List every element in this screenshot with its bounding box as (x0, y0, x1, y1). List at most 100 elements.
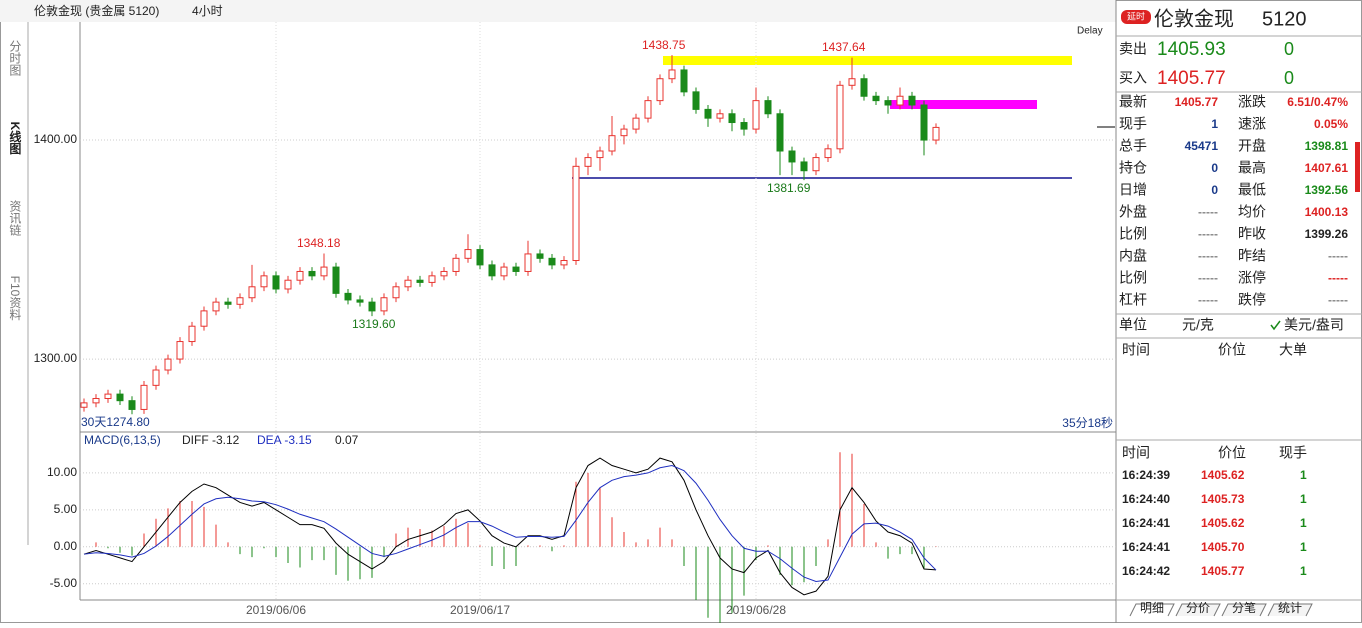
candle-body (836, 84, 844, 150)
candle-body (656, 78, 664, 102)
candle-body (548, 257, 556, 266)
stat-value: ----- (1198, 293, 1218, 307)
col-header: 大单 (1279, 342, 1307, 358)
unit-option[interactable]: 元/克 (1182, 317, 1214, 333)
trade-volume: 1 (1300, 468, 1307, 482)
candle-body (776, 113, 784, 152)
buy-volume: 0 (1284, 68, 1294, 88)
quote-name: 伦敦金现 (1154, 7, 1234, 30)
trade-time: 16:24:40 (1122, 492, 1170, 506)
sell-price: 1405.93 (1157, 39, 1226, 60)
macd-diff-line (83, 457, 937, 596)
stat-value: ----- (1328, 271, 1348, 285)
side-tab[interactable]: F10资料 (8, 276, 22, 321)
candle-body (248, 286, 256, 299)
candle-body (884, 100, 892, 106)
candle-body (380, 297, 388, 312)
candle-body (620, 128, 628, 137)
x-tick-label: 2019/06/06 (246, 603, 306, 617)
side-tab[interactable]: K线图 (8, 122, 22, 155)
candle-body (344, 292, 352, 301)
bottom-tab[interactable]: 明细 (1140, 601, 1164, 615)
trade-price: 1405.70 (1201, 540, 1245, 554)
candle-body (332, 266, 340, 294)
annotation: 1438.75 (642, 38, 686, 52)
tab-shape (1175, 603, 1221, 617)
stat-label: 涨停 (1238, 270, 1266, 286)
candle-body (860, 78, 868, 97)
candle-body (920, 104, 928, 141)
stat-value: ----- (1198, 271, 1218, 285)
y-tick-label: 1300.00 (34, 351, 78, 365)
candle-body (428, 275, 436, 283)
side-tabs: 分时图 K线图 资讯链 F10资料 (8, 40, 22, 321)
candle-body (788, 150, 796, 163)
annotation: 30天1274.80 (81, 415, 150, 429)
stat-label: 最新 (1119, 94, 1147, 110)
indicator-diff: DIFF -3.12 (182, 433, 240, 447)
y-tick-label: 10.00 (47, 465, 77, 479)
tab-shape (1267, 603, 1313, 617)
stat-label: 昨结 (1238, 248, 1266, 264)
col-header: 价位 (1218, 342, 1246, 358)
candle-body (824, 148, 832, 159)
stat-label: 速涨 (1238, 116, 1266, 132)
title: 伦敦金现 (贵金属 5120) (34, 3, 159, 18)
candle-body (716, 113, 724, 119)
candle-body (680, 69, 688, 93)
stat-value: 1400.13 (1305, 205, 1349, 219)
annotation: 1381.69 (767, 181, 811, 195)
candle-body (932, 126, 940, 141)
bottom-tab[interactable]: 分价 (1186, 601, 1210, 615)
candle-body (224, 301, 232, 305)
stat-value: 1 (1211, 117, 1218, 131)
candle-body (812, 157, 820, 172)
candle-body (560, 260, 568, 266)
delay: Delay (1077, 26, 1103, 37)
candle-body (632, 117, 640, 130)
stat-value: 0 (1211, 183, 1218, 197)
candle-body (272, 275, 280, 290)
unit-label: 单位 (1119, 317, 1147, 333)
candle-body (140, 384, 148, 410)
candle-body (92, 397, 100, 404)
unit-option[interactable]: 美元/盎司 (1284, 317, 1344, 333)
trade-price: 1405.62 (1201, 516, 1245, 530)
stat-label: 开盘 (1238, 138, 1266, 154)
annotation: 1437.64 (822, 40, 866, 54)
candle-body (104, 393, 112, 399)
trade-volume: 1 (1300, 516, 1307, 530)
candle-body (236, 297, 244, 305)
side-tab[interactable]: 资讯链 (8, 200, 22, 236)
stat-label: 比例 (1119, 226, 1147, 242)
period-select[interactable]: 4小时 (192, 4, 223, 18)
candle-body (164, 358, 172, 371)
indicator-dea: DEA -3.15 (257, 433, 312, 447)
stat-label: 比例 (1119, 270, 1147, 286)
stat-label: 均价 (1238, 204, 1266, 220)
stat-label: 内盘 (1119, 248, 1147, 264)
stat-value: ----- (1328, 249, 1348, 263)
candle-body (692, 91, 700, 110)
scrollbar[interactable] (1355, 142, 1360, 192)
trade-volume: 1 (1300, 564, 1307, 578)
badge-bg (1121, 10, 1151, 24)
candle-body (872, 95, 880, 102)
bottom-tab[interactable]: 统计 (1278, 601, 1302, 615)
stat-label: 涨跌 (1238, 94, 1266, 110)
candle-body (476, 249, 484, 266)
annotation: 1348.18 (297, 236, 341, 250)
stat-label: 外盘 (1119, 204, 1147, 220)
candle-body (608, 135, 616, 152)
label: 卖出 (1119, 41, 1147, 57)
y-tick-label: 5.00 (54, 502, 78, 516)
tab-shape (1221, 603, 1267, 617)
side-tab[interactable]: 分时图 (8, 40, 22, 76)
bottom-tab[interactable]: 分笔 (1232, 600, 1256, 615)
indicator-name[interactable]: MACD(6,13,5) (84, 433, 161, 447)
trade-time: 16:24:39 (1122, 468, 1170, 482)
stat-label: 昨收 (1238, 226, 1266, 242)
plot: 1400.00 1300.00 10.00 5.00 0.00 -5.00 2019/06/… (34, 22, 1116, 624)
stat-value: 1398.81 (1305, 139, 1349, 153)
